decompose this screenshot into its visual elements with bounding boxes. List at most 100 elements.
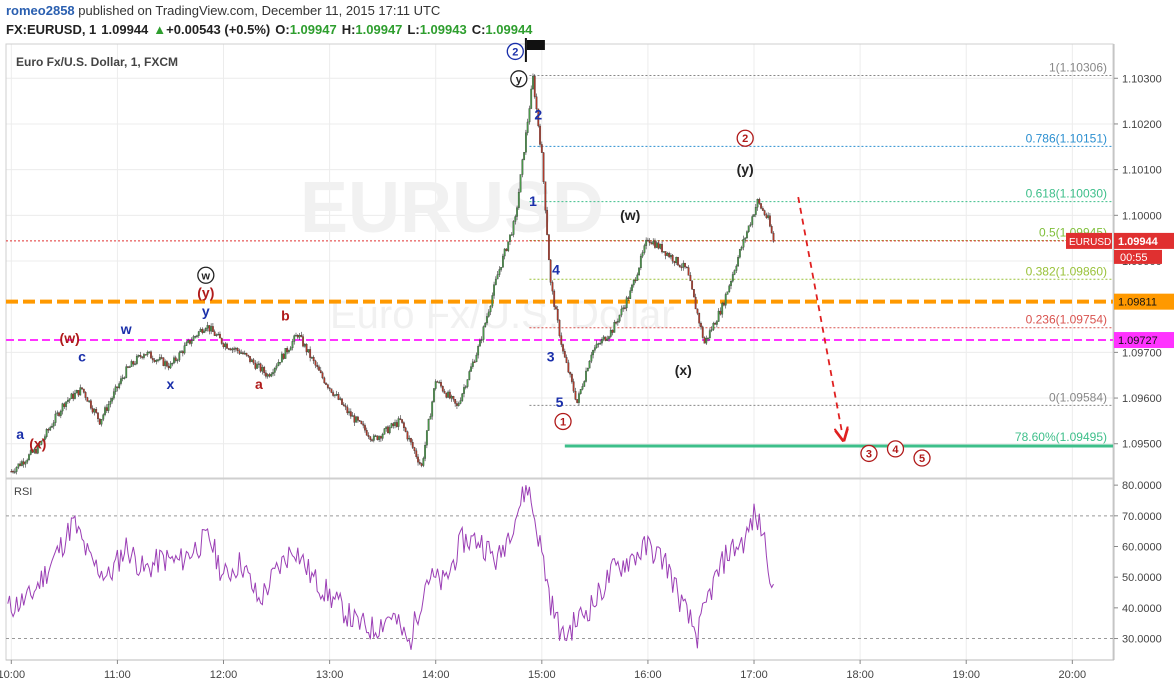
candle — [470, 366, 472, 372]
candle — [201, 328, 204, 333]
wave-label-circle — [510, 70, 528, 88]
time-tick-label: 16:00 — [634, 669, 662, 681]
candle — [553, 290, 556, 307]
candle — [677, 256, 679, 266]
candle — [367, 435, 370, 437]
candle — [758, 199, 761, 204]
candle — [498, 269, 501, 275]
candle — [319, 370, 322, 373]
candle — [526, 121, 529, 133]
candle — [252, 359, 255, 364]
candle — [286, 348, 289, 353]
last-price-axis-box: EURUSD 1.09944 — [1066, 232, 1174, 249]
candle — [342, 404, 345, 406]
wave-label-4: 4 — [552, 262, 560, 278]
candle — [19, 463, 22, 466]
candle — [143, 354, 145, 358]
time-tick-label: 10:00 — [0, 669, 25, 681]
wave-label-b: b — [281, 307, 290, 323]
candle — [503, 248, 506, 257]
candle — [394, 422, 396, 426]
candle — [233, 348, 236, 350]
candle — [282, 353, 285, 359]
candle — [59, 410, 62, 416]
candle — [712, 323, 715, 330]
candle — [362, 423, 365, 426]
candle — [348, 411, 350, 414]
candle — [731, 274, 734, 282]
candle — [747, 225, 750, 232]
wave-label-2: 2 — [512, 46, 518, 58]
candle — [463, 387, 465, 394]
candle — [556, 309, 559, 321]
candle — [295, 335, 297, 337]
candle — [742, 239, 745, 248]
author-link[interactable]: romeo2858 — [6, 3, 75, 18]
candle — [91, 407, 94, 413]
candle — [178, 352, 181, 361]
wave-label-circle — [913, 449, 931, 467]
candle — [263, 367, 266, 374]
candle — [532, 76, 534, 90]
candle — [114, 386, 117, 392]
candle — [190, 340, 193, 344]
candle — [102, 414, 105, 420]
wave-label: 5 — [556, 394, 564, 410]
candle — [399, 418, 402, 420]
candle — [692, 289, 695, 298]
candle — [624, 307, 626, 309]
candle — [505, 248, 508, 251]
candle — [417, 456, 419, 463]
candle — [705, 338, 708, 344]
candle — [429, 416, 432, 420]
candle — [47, 429, 50, 431]
wave-label: 1 — [529, 193, 537, 209]
candle — [509, 234, 511, 242]
candle — [208, 325, 211, 332]
candle — [616, 320, 619, 323]
candle — [765, 214, 768, 218]
candle — [346, 406, 349, 414]
candle — [298, 334, 301, 338]
candle — [81, 387, 83, 390]
candle — [512, 221, 515, 235]
candle — [730, 281, 732, 286]
wave-label: (y) — [737, 161, 754, 177]
candle — [171, 362, 174, 365]
wave-label: a — [255, 376, 263, 392]
candle — [528, 108, 531, 123]
candle — [477, 346, 480, 356]
candle — [525, 132, 527, 153]
candle — [332, 392, 335, 396]
candle — [744, 237, 747, 240]
candle — [749, 224, 752, 226]
candle — [121, 377, 124, 379]
candle — [479, 339, 481, 347]
wave-label-(w): (w) — [60, 330, 80, 346]
candle — [224, 343, 227, 348]
candle — [242, 352, 244, 355]
candle — [565, 357, 568, 363]
candle — [293, 335, 296, 342]
wave-label: b — [281, 307, 290, 323]
candle — [500, 267, 503, 270]
candle — [88, 400, 91, 402]
candle — [56, 412, 59, 415]
candle — [708, 330, 711, 339]
candle — [22, 461, 25, 465]
candle — [390, 423, 393, 428]
candle — [436, 381, 439, 383]
candle — [639, 255, 642, 269]
candle — [572, 381, 575, 392]
price-tick-label: 1.10200 — [1122, 119, 1162, 131]
candle — [448, 391, 451, 399]
candle — [383, 428, 386, 435]
candle — [112, 391, 115, 399]
candle — [257, 363, 260, 365]
watermark-symbol: EURUSD — [300, 168, 604, 248]
candle — [585, 370, 587, 382]
candle — [392, 423, 395, 426]
candle — [547, 234, 550, 261]
time-tick-label: 15:00 — [528, 669, 556, 681]
